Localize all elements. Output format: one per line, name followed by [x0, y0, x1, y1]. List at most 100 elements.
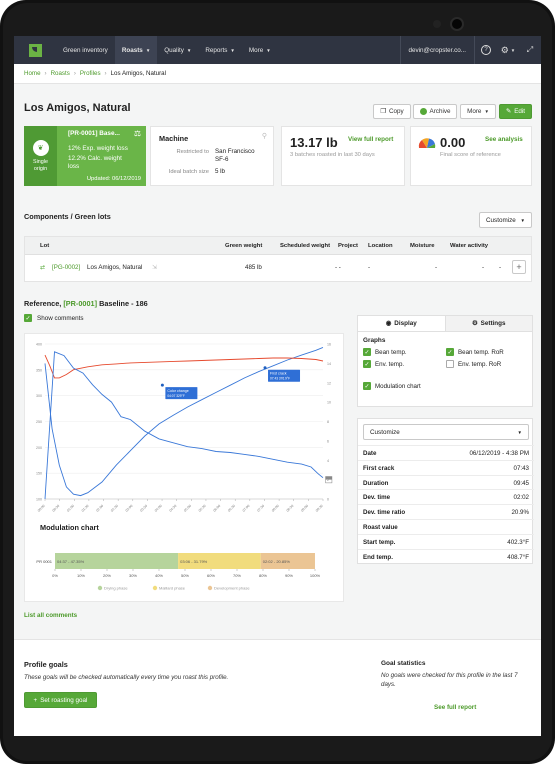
nav-reports-label: Reports [205, 46, 228, 54]
checkbox-checked-icon: ✓ [446, 348, 454, 356]
y-right-tick-label: 4 [327, 459, 329, 463]
caret-down-icon: ▼ [186, 47, 192, 53]
annotation-box [268, 369, 301, 382]
water-activity-value: - [499, 264, 502, 271]
x-tick-label: 00:00 [37, 504, 46, 513]
archive-button[interactable]: Archive [413, 104, 457, 119]
x-tick-label: 09:30 [315, 504, 324, 513]
lot-id[interactable]: [PG-0002] [52, 264, 81, 271]
checkbox-checked-icon: ✓ [363, 382, 371, 390]
app-logo[interactable] [14, 36, 56, 64]
more-label: More [467, 108, 482, 115]
goal-statistics-desc: No goals were checked for this profile i… [381, 672, 518, 688]
y-tick-label: 100 [36, 498, 42, 502]
reference-label: Reference, [24, 299, 62, 308]
copy-button[interactable]: ❐ Copy [373, 104, 411, 119]
edit-button[interactable]: ✎ Edit [499, 104, 532, 119]
copy-icon: ❐ [380, 108, 386, 115]
phase-label: 03:06 - 31.79% [180, 559, 208, 564]
show-comments-toggle[interactable]: ✓ Show comments [24, 314, 84, 322]
breadcrumb-home[interactable]: Home [24, 70, 41, 77]
profile-card: ❦ Single origin [PR-0001] Base... ⚖ 12% … [24, 126, 146, 186]
tab-display[interactable]: ◉ Display [358, 316, 445, 331]
profile-goals-section: Profile goals These goals will be checke… [14, 639, 541, 736]
list-comments-link[interactable]: List all comments [24, 612, 78, 619]
help-icon[interactable]: ? [475, 36, 497, 64]
scheduled-weight-value: - - [335, 264, 341, 271]
toggle-bean-temp[interactable]: ✓ Bean temp. [363, 348, 407, 356]
phase-label: 04:37 - 47.35% [57, 559, 85, 564]
see-full-report-link[interactable]: See full report [434, 704, 477, 711]
phase-bar [260, 553, 315, 569]
caret-down-icon: ▼ [520, 217, 525, 223]
weight-card: 13.17 lb View full report 3 batches roas… [281, 126, 405, 186]
score-value: 0.00 [440, 135, 466, 150]
x-tick-label: 60% [207, 573, 215, 578]
stat-key: Roast value [363, 524, 398, 531]
stats-customize-dropdown[interactable]: Customize ▼ [363, 424, 529, 440]
swap-icon[interactable]: ⇄ [40, 264, 46, 271]
col-scheduled-weight[interactable]: Scheduled weight [280, 243, 331, 249]
archive-label: Archive [429, 108, 451, 115]
link-icon[interactable]: ⇲ [152, 264, 158, 271]
stat-value: 07:43 [513, 464, 529, 472]
set-roasting-goal-button[interactable]: + Set roasting goal [24, 692, 97, 708]
nav-reports[interactable]: Reports ▼ [198, 36, 242, 64]
x-tick-label: 01:00 [66, 504, 75, 513]
fullscreen-icon[interactable]: ⤢ [526, 45, 534, 54]
col-project[interactable]: Project [338, 243, 358, 249]
col-location[interactable]: Location [368, 243, 393, 249]
toggle-modulation-chart[interactable]: ✓ Modulation chart [363, 382, 421, 390]
roast-curve-chart[interactable]: 400 350 300 250 200 150 100 16 14 12 10 8 6 4 2 0 00:00 0… [25, 334, 345, 514]
stat-key: Dev. time [363, 494, 391, 502]
breadcrumb: Home › Roasts › Profiles › Los Amigos, Natu… [14, 64, 541, 84]
col-green-weight[interactable]: Green weight [225, 243, 263, 249]
settings-gear-icon[interactable]: ⚙ ▼ [500, 44, 516, 55]
tab-settings[interactable]: ⚙ Settings [444, 316, 532, 331]
caret-down-icon: ▼ [145, 47, 151, 53]
annotation-sub: 07:43 376.9°F [270, 377, 290, 381]
user-email[interactable]: devin@cropster.co... [399, 36, 475, 64]
set-roasting-goal-label: Set roasting goal [40, 696, 88, 704]
toggle-env-temp-ror[interactable]: Env. temp. RoR [446, 360, 501, 368]
toggle-env-temp[interactable]: ✓ Env. temp. [363, 360, 404, 368]
nav-more[interactable]: More ▼ [242, 36, 278, 64]
y-right-tick-label: 14 [327, 362, 331, 366]
reference-id[interactable]: [PR-0001] [63, 299, 98, 308]
nav-green-inventory[interactable]: Green inventory [63, 46, 108, 54]
profile-title: [PR-0001] Base... [68, 130, 120, 137]
toggle-bean-temp-ror[interactable]: ✓ Bean temp. RoR [446, 348, 504, 356]
add-lot-button[interactable]: + [512, 260, 526, 274]
page-title: Los Amigos, Natural [24, 102, 131, 114]
col-moisture[interactable]: Moisture [410, 243, 435, 249]
bean-temp-ror-line [44, 351, 324, 500]
archive-icon [419, 108, 427, 115]
display-panel: ◉ Display ⚙ Settings Graphs ✓ Bean temp. ✓ B… [357, 315, 533, 407]
col-lot[interactable]: Lot [40, 243, 50, 249]
stat-value: 20.9% [511, 509, 529, 517]
components-customize-dropdown[interactable]: Customize ▼ [479, 212, 532, 228]
scale-icon: ⚖ [133, 129, 141, 138]
stat-key: Duration [363, 479, 389, 487]
caret-down-icon: ▼ [266, 47, 271, 53]
x-tick-label: 20% [103, 573, 111, 578]
chart-export-icon[interactable]: ⬒ [324, 474, 333, 484]
breadcrumb-roasts[interactable]: Roasts [50, 70, 70, 77]
reference-title: Reference, [PR-0001] Baseline - 186 [24, 299, 148, 308]
col-water-activity[interactable]: Water activity [450, 243, 489, 249]
see-analysis-link[interactable]: See analysis [485, 136, 523, 143]
nav-quality[interactable]: Quality ▼ [157, 36, 198, 64]
breadcrumb-profiles[interactable]: Profiles [79, 70, 101, 77]
x-tick-label: 0% [52, 573, 58, 578]
y-tick-label: 250 [36, 420, 42, 424]
view-full-report-link[interactable]: View full report [348, 136, 394, 143]
weight-value: 13.17 lb [290, 135, 338, 150]
y-right-tick-label: 6 [327, 439, 329, 443]
modulation-row-label: PR 0001 [36, 559, 52, 564]
more-button[interactable]: More ▼ [460, 104, 496, 119]
x-tick-label: 08:30 [286, 504, 295, 513]
nav-roasts[interactable]: Roasts ▼ [114, 36, 158, 64]
profile-type: ❦ Single origin [24, 126, 57, 186]
stat-value: 06/12/2019 - 4:38 PM [469, 450, 529, 457]
stat-row: End temp. 408.7°F [358, 548, 534, 564]
